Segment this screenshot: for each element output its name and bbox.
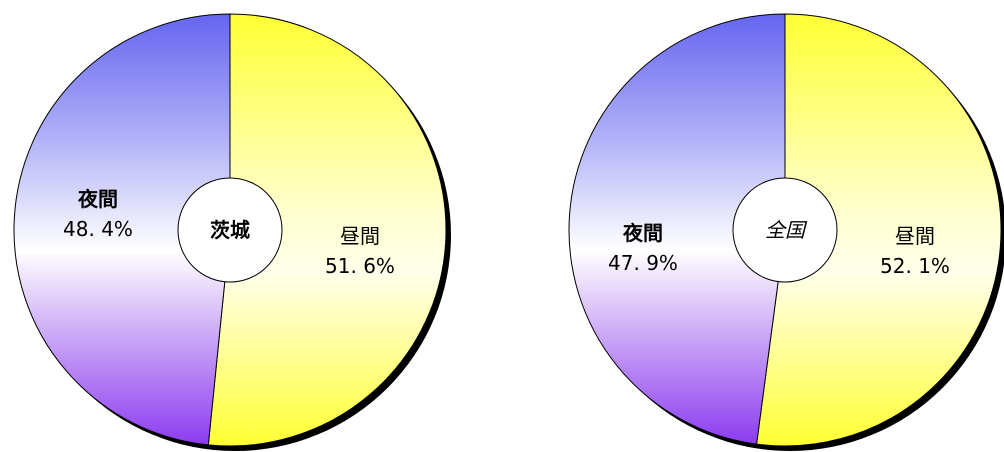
pie-slice-daytime bbox=[207, 13, 447, 447]
pie-center-hole bbox=[732, 177, 838, 283]
daytime-name-label: 昼間 bbox=[340, 224, 380, 248]
nighttime-value-label: 47. 9% bbox=[608, 251, 678, 275]
daytime-value-label: 52. 1% bbox=[880, 254, 950, 278]
pie-chart-ibaraki: 茨城 昼間 51. 6% 夜間 48. 4% bbox=[13, 13, 451, 451]
pie-center-hole bbox=[177, 177, 283, 283]
pie-slice-nighttime bbox=[568, 13, 786, 445]
nighttime-value-label: 48. 4% bbox=[63, 217, 133, 241]
daytime-value-label: 51. 6% bbox=[325, 254, 395, 278]
pie-center-label: 全国 bbox=[765, 218, 808, 242]
pie-center-label: 茨城 bbox=[210, 218, 250, 242]
pie-slice-daytime bbox=[756, 13, 1002, 447]
nighttime-name-label: 夜間 bbox=[77, 187, 118, 211]
pie-chart-national: 全国 昼間 52. 1% 夜間 47. 9% bbox=[568, 13, 1004, 451]
daytime-name-label: 昼間 bbox=[895, 224, 935, 248]
pie-slice-nighttime bbox=[13, 13, 231, 446]
nighttime-name-label: 夜間 bbox=[622, 221, 663, 245]
